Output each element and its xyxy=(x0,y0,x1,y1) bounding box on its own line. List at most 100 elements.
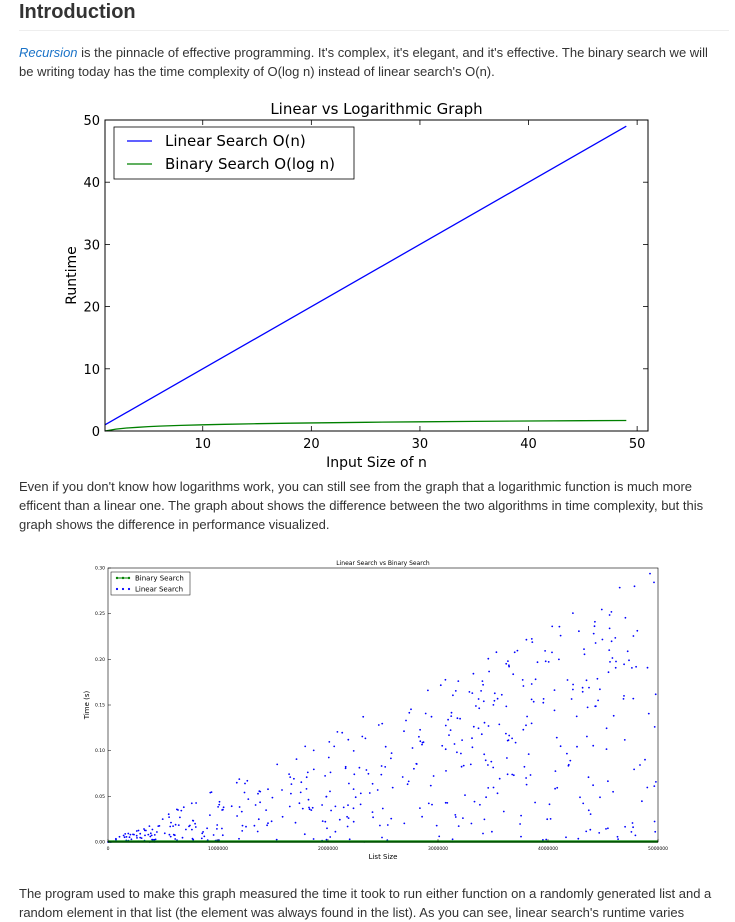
recursion-link[interactable]: Recursion xyxy=(19,45,78,60)
linear-search-point xyxy=(403,822,406,825)
linear-search-point xyxy=(633,768,635,771)
linear-search-point xyxy=(477,698,480,700)
linear-search-point xyxy=(390,817,393,820)
linear-search-point xyxy=(431,803,433,806)
linear-search-point xyxy=(289,776,292,778)
linear-search-point xyxy=(238,778,241,780)
linear-search-point xyxy=(334,830,337,833)
linear-search-point xyxy=(347,817,350,819)
linear-search-point xyxy=(567,763,570,766)
linear-search-point xyxy=(644,758,646,761)
linear-search-point xyxy=(257,818,260,821)
linear-search-point xyxy=(256,830,259,833)
linear-search-point xyxy=(505,662,508,665)
linear-search-point xyxy=(195,802,197,804)
linear-search-point xyxy=(554,770,557,772)
linear-search-point xyxy=(312,838,315,840)
x-tick-label: 10 xyxy=(194,437,211,452)
linear-search-point xyxy=(608,614,611,616)
series-line-binary xyxy=(104,419,627,432)
linear-search-point xyxy=(174,838,177,840)
linear-search-point xyxy=(191,828,193,831)
linear-search-point xyxy=(192,819,195,822)
linear-search-point xyxy=(216,824,219,826)
linear-search-point xyxy=(299,791,302,794)
legend-label: Binary Search O(log n) xyxy=(165,155,335,173)
linear-search-point xyxy=(334,805,337,808)
y-tick-label: 0 xyxy=(92,425,100,440)
linear-search-point xyxy=(496,697,499,700)
linear-search-point xyxy=(151,828,154,831)
linear-search-point xyxy=(403,730,405,733)
linear-search-point xyxy=(633,585,636,588)
linear-search-point xyxy=(485,796,487,799)
linear-search-point xyxy=(327,756,330,759)
linear-search-point xyxy=(536,661,539,664)
linear-search-point xyxy=(500,693,503,696)
linear-search-point xyxy=(607,827,609,830)
linear-search-point xyxy=(477,727,480,730)
linear-search-point xyxy=(482,700,485,703)
linear-search-point xyxy=(624,616,627,619)
linear-search-point xyxy=(452,694,454,697)
linear-search-point xyxy=(575,715,578,718)
linear-search-point xyxy=(456,751,458,754)
linear-search-point xyxy=(153,838,156,841)
linear-search-point xyxy=(235,781,238,784)
linear-search-point xyxy=(589,813,592,815)
linear-search-point xyxy=(487,764,489,766)
linear-search-point xyxy=(371,811,374,813)
linear-search-point xyxy=(511,737,513,740)
linear-search-point xyxy=(135,834,138,837)
linear-search-point xyxy=(341,731,344,734)
linear-vs-binary-scatter-chart: Linear Search vs Binary Search 0 1000000 20… xyxy=(83,560,668,861)
linear-search-point xyxy=(246,779,249,782)
linear-search-point xyxy=(185,828,187,831)
linear-search-point xyxy=(506,757,508,759)
linear-search-point xyxy=(513,651,516,654)
linear-search-point xyxy=(505,732,507,735)
linear-search-point xyxy=(407,780,410,783)
linear-search-point xyxy=(312,749,315,752)
linear-search-point xyxy=(523,765,526,768)
linear-search-point xyxy=(413,767,415,770)
linear-search-point xyxy=(150,834,153,837)
legend-label: Linear Search xyxy=(135,586,183,594)
linear-search-point xyxy=(502,810,505,813)
legend-marker-binary xyxy=(121,576,125,580)
x-tick-label: 5000000 xyxy=(648,846,668,852)
linear-search-point xyxy=(479,803,481,806)
linear-search-point xyxy=(380,765,383,767)
linear-search-point xyxy=(410,708,412,711)
linear-search-point xyxy=(230,805,233,808)
linear-search-point xyxy=(244,782,246,785)
linear-search-point xyxy=(276,763,279,766)
y-tick-label: 0.25 xyxy=(95,611,105,617)
legend-marker-linear xyxy=(115,587,119,591)
linear-search-point xyxy=(624,825,626,828)
linear-search-point xyxy=(544,650,546,652)
linear-search-point xyxy=(525,724,527,727)
explanation-paragraph: Even if you don't know how logarithms wo… xyxy=(19,479,704,532)
linear-search-point xyxy=(419,740,422,743)
linear-search-point xyxy=(167,813,170,816)
x-tick-label: 4000000 xyxy=(538,846,558,852)
linear-search-point xyxy=(483,818,486,821)
linear-search-point xyxy=(526,715,528,718)
linear-search-point xyxy=(133,833,135,836)
linear-search-point xyxy=(586,735,588,738)
linear-search-point xyxy=(496,792,499,795)
y-axis-label: Time (s) xyxy=(83,691,91,721)
linear-search-point xyxy=(483,721,486,724)
linear-search-point xyxy=(553,689,556,691)
linear-search-point xyxy=(344,765,347,768)
linear-search-point xyxy=(361,735,364,738)
linear-search-point xyxy=(530,698,533,701)
linear-search-point xyxy=(527,753,530,755)
linear-vs-log-chart: Linear vs Logarithmic Graph 10 20 30 40 50 0 10… xyxy=(64,100,649,471)
linear-search-point xyxy=(544,660,547,663)
method-paragraph: The program used to make this graph meas… xyxy=(19,886,712,920)
linear-search-point xyxy=(129,833,132,836)
linear-search-point xyxy=(579,796,581,799)
linear-search-point xyxy=(483,753,486,756)
